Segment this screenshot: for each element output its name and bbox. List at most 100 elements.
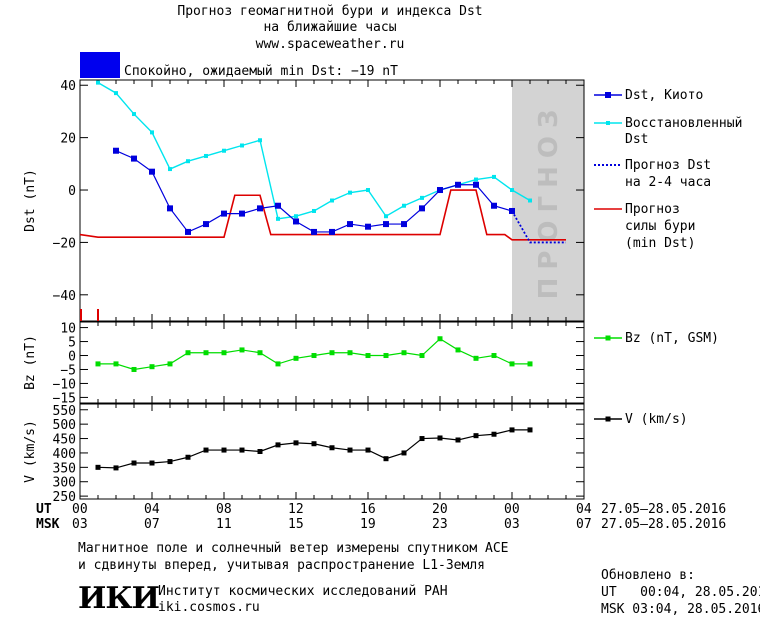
- restored-dst-point: [222, 148, 226, 153]
- y-tick-label-bz: 0: [68, 350, 76, 365]
- forecast-watermark: ПРОГНОЗ: [534, 102, 564, 300]
- footer-note-2: и сдвинуты вперед, учитывая распростране…: [78, 558, 485, 573]
- status-text: Спокойно, ожидаемый min Dst: −19 nT: [124, 64, 398, 79]
- restored-dst-point: [186, 159, 190, 164]
- bz-point: [203, 350, 209, 356]
- dst-kyoto-point: [149, 168, 155, 175]
- solar-wind-speed-point: [293, 440, 299, 446]
- ut-tick-label: 12: [288, 502, 304, 517]
- bz-point: [455, 347, 461, 353]
- msk-axis-label: MSK: [36, 517, 60, 532]
- storm-forecast-line: [79, 189, 566, 241]
- y-tick-label-dst: −20: [53, 236, 76, 251]
- ut-tick-label: 08: [216, 502, 232, 517]
- solar-wind-speed-point: [329, 445, 335, 451]
- legend-forecast-line1: Прогноз Dst: [625, 158, 712, 173]
- dst-kyoto-point: [365, 223, 371, 230]
- restored-dst-point: [96, 80, 100, 85]
- bz-point: [527, 361, 533, 367]
- dst-kyoto-point: [131, 155, 137, 162]
- solar-wind-speed-point: [473, 433, 479, 439]
- bz-point: [275, 361, 281, 367]
- solar-wind-speed-point: [167, 459, 173, 465]
- solar-wind-speed-point: [257, 449, 263, 454]
- updated-ut: UT 00:04, 28.05.2016: [601, 585, 760, 600]
- dst-kyoto-point: [419, 205, 425, 212]
- msk-tick-label: 15: [288, 517, 304, 532]
- y-axis-label-dst: Dst (nT): [23, 169, 38, 232]
- restored-dst-point: [150, 130, 154, 135]
- y-tick-label-bz: −10: [53, 377, 76, 392]
- solar-wind-speed-point: [149, 460, 155, 466]
- dst-kyoto-point: [491, 202, 497, 209]
- legend-storm-line1: Прогноз: [625, 202, 680, 217]
- restored-dst-point: [132, 112, 136, 117]
- dst-kyoto-point: [203, 221, 209, 228]
- solar-wind-speed-point: [401, 450, 407, 456]
- bz-point: [383, 353, 389, 359]
- bz-point: [113, 361, 119, 367]
- solar-wind-speed-point: [347, 447, 353, 453]
- dst-kyoto-point: [311, 228, 317, 235]
- msk-tick-label: 07: [144, 517, 160, 532]
- bz-point: [311, 353, 317, 359]
- updated-label: Обновлено в:: [601, 568, 695, 583]
- dst-kyoto-point: [473, 181, 479, 188]
- msk-tick-label: 11: [216, 517, 232, 532]
- msk-tick-label: 03: [72, 517, 88, 532]
- dst-kyoto-point: [455, 181, 461, 188]
- y-tick-label-v: 350: [53, 461, 76, 476]
- y-tick-label-dst: −40: [53, 289, 76, 304]
- bz-point: [257, 350, 263, 356]
- date-range-ut: 27.05–28.05.2016: [601, 502, 727, 517]
- y-tick-label-bz: 5: [68, 336, 76, 351]
- msk-tick-label: 03: [504, 517, 520, 532]
- solar-wind-speed-point: [185, 454, 191, 460]
- dst-kyoto-point: [221, 210, 227, 217]
- bz-point: [437, 336, 443, 342]
- restored-dst-point: [114, 91, 118, 96]
- legend-symbol-v-marker: [605, 416, 611, 422]
- bz-point: [347, 350, 353, 356]
- restored-dst-point: [420, 195, 424, 200]
- legend-dst-kyoto: Dst, Киото: [625, 88, 704, 103]
- restored-dst-point: [510, 188, 514, 193]
- y-axis-label-v: V (km/s): [23, 420, 38, 483]
- ut-tick-label: 00: [72, 502, 88, 517]
- bz-point: [491, 353, 497, 359]
- y-tick-label-bz: −5: [60, 363, 76, 378]
- solar-wind-speed-point: [275, 442, 281, 448]
- bz-point: [149, 364, 155, 370]
- dst-kyoto-point: [383, 221, 389, 228]
- legend-v: V (km/s): [625, 412, 688, 427]
- restored-dst-point: [330, 198, 334, 203]
- restored-dst-point: [240, 143, 244, 148]
- bz-point: [401, 350, 407, 356]
- footer-note-1: Магнитное поле и солнечный ветер измерен…: [78, 541, 509, 556]
- solar-wind-speed-point: [131, 460, 137, 466]
- restored-dst-point: [204, 153, 208, 158]
- solar-wind-speed-point: [95, 464, 101, 470]
- msk-tick-label: 07: [576, 517, 592, 532]
- dst-kyoto-point: [347, 221, 353, 228]
- restored-dst-point: [366, 188, 370, 193]
- bz-point: [293, 355, 299, 361]
- chart-title: Прогноз геомагнитной бури и индекса Dst: [177, 4, 483, 19]
- dst-kyoto-point: [509, 207, 515, 214]
- bz-point: [167, 361, 173, 367]
- legend-symbol-restored-marker: [606, 121, 610, 125]
- bz-point: [131, 366, 137, 372]
- y-tick-label-bz: −15: [53, 391, 76, 406]
- dst-kyoto-point: [167, 205, 173, 212]
- solar-wind-speed-point: [221, 447, 227, 453]
- dst-kyoto-point: [239, 210, 245, 217]
- solar-wind-speed-point: [527, 427, 533, 433]
- ut-axis-label: UT: [36, 502, 52, 517]
- ut-tick-label: 20: [432, 502, 448, 517]
- legend-forecast-line2: на 2-4 часа: [625, 175, 712, 190]
- restored-dst-point: [294, 214, 298, 219]
- solar-wind-speed-point: [365, 447, 371, 453]
- date-range-msk: 27.05–28.05.2016: [601, 517, 727, 532]
- legend-symbol-bz-marker: [605, 335, 611, 341]
